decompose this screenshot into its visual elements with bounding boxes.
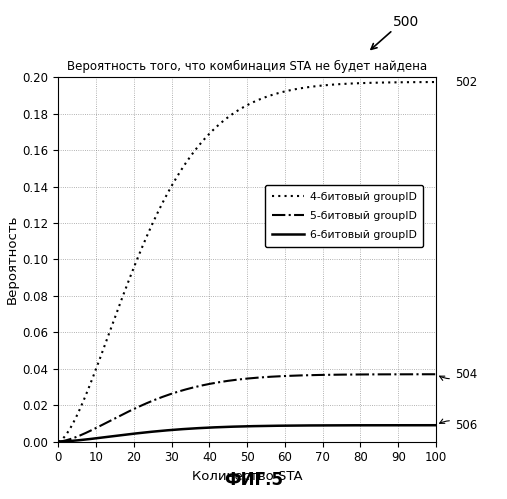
6-битовый groupID: [239, 424, 245, 430]
Line: 6-битовый groupID: 6-битовый groupID: [58, 425, 436, 442]
6-битовый groupID: [229, 424, 235, 430]
4-битовый groupID: [229, 111, 235, 117]
Text: 500: 500: [392, 15, 419, 29]
Text: 506: 506: [440, 419, 477, 432]
X-axis label: Количество STA: Количество STA: [192, 470, 303, 483]
5-битовый groupID: [229, 377, 235, 383]
4-битовый groupID: [239, 105, 245, 111]
5-битовый groupID: [353, 371, 359, 377]
Line: 4-битовый groupID: 4-битовый groupID: [58, 82, 436, 442]
4-битовый groupID: [55, 439, 61, 445]
4-битовый groupID: [422, 79, 428, 85]
Text: 504: 504: [440, 368, 477, 381]
5-битовый groupID: [422, 371, 428, 377]
5-битовый groupID: [433, 371, 439, 377]
4-битовый groupID: [433, 79, 439, 85]
Text: 502: 502: [455, 75, 477, 88]
6-битовый groupID: [75, 437, 81, 443]
6-битовый groupID: [55, 439, 61, 445]
6-битовый groupID: [422, 422, 428, 428]
6-битовый groupID: [353, 422, 359, 428]
5-битовый groupID: [55, 439, 61, 445]
Y-axis label: Вероятность: Вероятность: [5, 215, 18, 304]
6-битовый groupID: [433, 422, 439, 428]
4-битовый groupID: [422, 79, 428, 85]
Text: ФИГ.5: ФИГ.5: [224, 471, 283, 489]
Line: 5-битовый groupID: 5-битовый groupID: [58, 374, 436, 442]
4-битовый groupID: [353, 80, 359, 86]
Legend: 4-битовый groupID, 5-битовый groupID, 6-битовый groupID: 4-битовый groupID, 5-битовый groupID, 6-…: [265, 185, 423, 247]
Title: Вероятность того, что комбинация STA не будет найдена: Вероятность того, что комбинация STA не …: [67, 60, 427, 73]
5-битовый groupID: [422, 371, 428, 377]
4-битовый groupID: [75, 411, 81, 417]
5-битовый groupID: [75, 434, 81, 440]
5-битовый groupID: [239, 376, 245, 382]
6-битовый groupID: [422, 422, 428, 428]
